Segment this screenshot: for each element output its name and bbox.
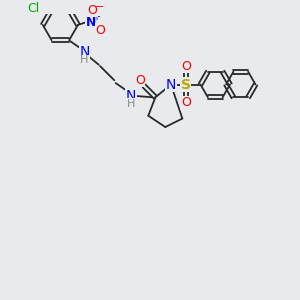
Text: O: O (96, 23, 106, 37)
Text: O: O (135, 74, 145, 87)
Text: N: N (85, 16, 96, 28)
Text: H: H (127, 99, 135, 109)
Text: N: N (79, 45, 90, 59)
Text: N: N (126, 89, 136, 103)
Text: O: O (87, 4, 97, 17)
Text: S: S (181, 77, 191, 92)
Text: N: N (166, 77, 176, 92)
Text: H: H (80, 56, 88, 65)
Text: O: O (181, 96, 191, 110)
Text: O: O (181, 60, 191, 73)
Text: +: + (92, 12, 100, 22)
Text: −: − (94, 2, 104, 12)
Text: Cl: Cl (27, 2, 39, 15)
